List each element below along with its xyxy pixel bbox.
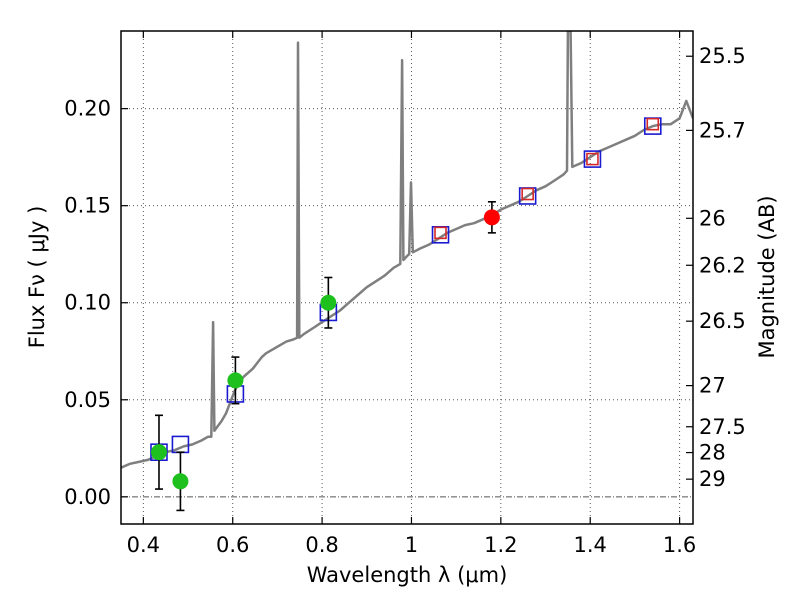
magnitude-tick-label: 26	[699, 206, 726, 230]
x-axis-label: Wavelength λ (μm)	[307, 563, 508, 587]
blue-square-marker	[583, 150, 602, 168]
magnitude-tick-label: 26.2	[699, 253, 746, 277]
x-tick-label: 1.6	[663, 533, 696, 557]
magnitude-axis-label: Magnitude (AB)	[755, 195, 779, 358]
y-tick-label: 0.15	[64, 194, 111, 218]
red-square-marker	[434, 226, 447, 240]
magnitude-tick-label: 27	[699, 374, 726, 398]
magnitude-tick-label: 28	[699, 441, 726, 465]
green-data-point	[320, 294, 337, 311]
magnitude-tick-label: 25.5	[699, 44, 746, 68]
plot-frame	[120, 30, 694, 525]
red-square-marker	[646, 117, 660, 131]
x-tick-label: 0.6	[216, 533, 249, 557]
y-tick-label: 0.00	[64, 485, 111, 509]
magnitude-tick-label: 26.5	[699, 309, 746, 333]
x-axis-ticks: 0.4 0.6 0.8 1 1.2 1.4 1.6	[127, 31, 696, 557]
y-tick-label: 0.20	[64, 97, 111, 121]
grid	[121, 31, 693, 524]
magnitude-tick-label: 29	[699, 467, 726, 491]
red-data-point	[483, 209, 500, 226]
y-tick-label: 0.05	[64, 388, 111, 412]
green-data-point	[172, 473, 189, 490]
x-tick-label: 1.4	[574, 533, 607, 557]
y-axis-label: Flux Fν ( μJy )	[25, 206, 49, 349]
red-square-marker	[586, 152, 599, 166]
green-data-point	[150, 444, 167, 461]
red-square-marker	[521, 187, 534, 201]
x-tick-label: 0.8	[305, 533, 338, 557]
data-series	[121, 31, 693, 512]
plot-background	[121, 31, 693, 524]
green-data-point	[227, 372, 244, 389]
spectrum-line	[121, 31, 693, 469]
magnitude-tick-label: 25.7	[699, 118, 746, 142]
x-tick-label: 0.4	[127, 533, 160, 557]
magnitude-tick-label: 27.5	[699, 415, 746, 439]
x-tick-label: 1.2	[484, 533, 517, 557]
x-tick-label: 1	[405, 533, 418, 557]
y-tick-label: 0.10	[64, 291, 111, 315]
y-axis-ticks: 0.00 0.05 0.10 0.15 0.20	[64, 97, 128, 509]
